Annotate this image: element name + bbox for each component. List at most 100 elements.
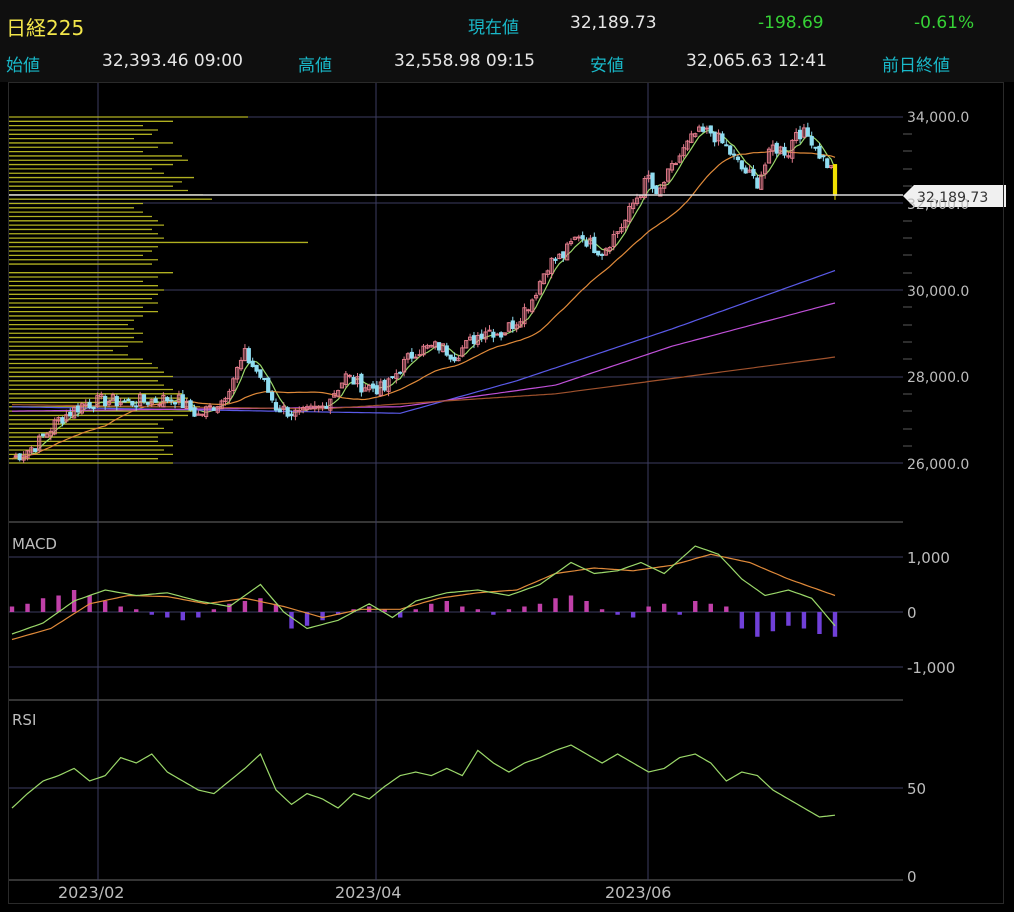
candle-body	[176, 394, 182, 402]
candle-body	[720, 133, 725, 144]
candle-body	[390, 376, 395, 379]
candle-body	[693, 133, 698, 137]
macd-histogram-bar	[475, 609, 481, 612]
candle-body	[169, 399, 174, 402]
candle-body	[60, 417, 65, 424]
candle-body	[242, 348, 248, 362]
candle-body	[215, 406, 220, 413]
candle-body	[219, 400, 224, 410]
macd-histogram-bar	[196, 612, 201, 618]
current-price-label: 現在値	[468, 18, 519, 38]
candle-body	[646, 174, 651, 180]
candle-body	[374, 385, 380, 395]
candle-body	[204, 406, 209, 418]
candle-body	[697, 126, 702, 132]
candle-body	[452, 356, 457, 362]
candle-body	[759, 174, 764, 190]
candle-body	[514, 324, 519, 330]
candle-body	[254, 364, 259, 372]
candle-body	[188, 400, 193, 411]
rsi-line	[11, 744, 836, 818]
candle-body	[130, 400, 135, 406]
macd-signal-line	[11, 553, 836, 641]
candle-body	[184, 400, 189, 409]
candle-body	[394, 373, 399, 379]
candle-body	[731, 153, 737, 156]
candle-body	[444, 345, 449, 356]
candle-body	[269, 391, 275, 401]
macd-histogram-bar	[537, 603, 543, 612]
candle-body	[192, 407, 197, 417]
candle-body	[456, 357, 461, 362]
candle-body	[114, 396, 119, 407]
candle-body	[99, 394, 104, 398]
macd-title: MACD	[12, 535, 57, 553]
candle-body	[347, 374, 352, 377]
candle-body	[157, 403, 162, 406]
candle-body	[642, 178, 647, 198]
candle-body	[207, 405, 213, 408]
macd-histogram-bar	[25, 603, 30, 612]
candle-body	[681, 147, 686, 157]
candle-body	[21, 455, 26, 461]
candle-body	[17, 453, 22, 461]
high-label: 高値	[298, 56, 332, 76]
candle-body	[33, 448, 38, 453]
candle-body	[211, 407, 216, 411]
candle-body	[669, 163, 675, 171]
candle-body	[537, 281, 543, 295]
candle-body	[475, 334, 480, 345]
price-tick-26000: 26,000.0	[907, 457, 969, 473]
candle-body	[238, 359, 244, 370]
price-change: -198.69	[758, 13, 824, 33]
macd-histogram-bar	[40, 598, 46, 612]
candle-body	[320, 405, 325, 409]
macd-histogram-bar	[304, 612, 310, 626]
macd-histogram-bar	[118, 606, 123, 612]
macd-histogram-bar	[180, 612, 186, 621]
candle-body	[619, 227, 624, 233]
candle-body	[549, 257, 554, 274]
macd-histogram-bar	[599, 609, 605, 612]
candle-body	[611, 234, 616, 247]
candle-body	[786, 155, 791, 158]
candle-body	[110, 394, 116, 402]
candle-body	[103, 395, 108, 407]
candle-body	[561, 251, 566, 259]
ma-long2-line	[12, 302, 836, 412]
candle-body	[118, 402, 123, 405]
quote-header: 日経225 現在値 32,189.73 -198.69 -0.61% 始値 32…	[0, 0, 1014, 82]
candle-body	[464, 340, 469, 349]
candle-body	[724, 144, 729, 147]
candle-body	[145, 402, 150, 405]
candle-body	[304, 406, 310, 411]
candle-body	[134, 405, 139, 408]
candle-body	[708, 125, 713, 134]
macd-histogram-bar	[398, 612, 403, 618]
x-tick-2023-04: 2023/04	[335, 883, 401, 902]
candle-body	[351, 376, 356, 385]
volume-profile	[8, 116, 308, 464]
candle-body	[782, 146, 787, 156]
candle-body	[180, 394, 185, 409]
candle-body	[382, 379, 387, 391]
macd-histogram-bar	[786, 612, 791, 626]
candle-body	[440, 343, 446, 353]
candle-body	[526, 309, 531, 312]
candle-body	[770, 144, 775, 152]
candle-body	[227, 390, 232, 400]
candle-body	[355, 376, 360, 385]
macd-histogram-bar	[102, 601, 108, 612]
macd-histogram-bar	[630, 612, 636, 618]
candle-body	[343, 373, 348, 385]
candle-body	[809, 135, 814, 146]
candle-body	[75, 405, 81, 413]
candle-body	[510, 320, 515, 330]
candle-body	[460, 347, 465, 357]
macd-histogram-bar	[708, 603, 713, 612]
candle-body	[541, 273, 546, 285]
candle-body	[805, 127, 810, 137]
stock-chart[interactable]: 34,000.0 32,000.0 30,000.0 28,000.0 26,0…	[0, 82, 1014, 912]
candle-body	[246, 348, 251, 364]
candle-body	[483, 331, 488, 340]
